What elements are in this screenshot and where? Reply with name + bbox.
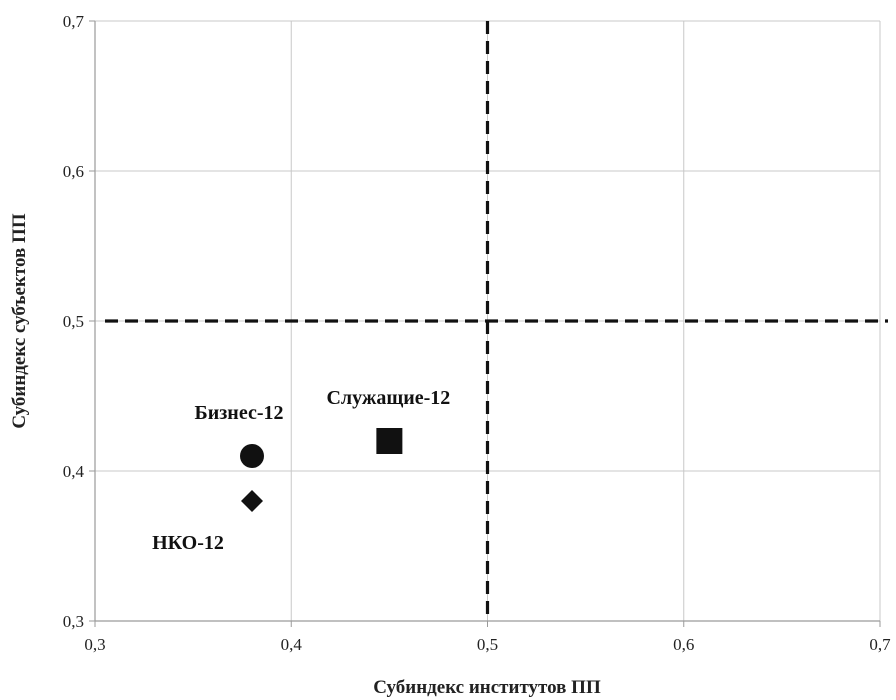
y-tick-label: 0,5 — [63, 312, 84, 331]
y-tick-label: 0,6 — [63, 162, 84, 181]
data-point-label: Бизнес-12 — [195, 402, 284, 424]
data-point-square — [376, 428, 403, 454]
data-point-label: Служащие-12 — [326, 387, 450, 409]
x-tick-label: 0,5 — [477, 635, 498, 654]
reference-lines — [105, 21, 888, 621]
y-tick-label: 0,3 — [63, 612, 84, 631]
data-point-label: НКО-12 — [152, 532, 224, 554]
x-tick-label: 0,3 — [84, 635, 105, 654]
tick-labels: 0,3 0,4 0,5 0,6 0,7 0,3 0,4 0,5 0,6 0,7 — [63, 12, 891, 654]
point-labels: Бизнес-12 НКО-12 Служащие-12 — [152, 387, 450, 554]
x-axis-title: Субиндекс институтов ПП — [373, 677, 601, 698]
plot-frame — [89, 20, 881, 627]
x-tick-label: 0,4 — [281, 635, 303, 654]
data-point-circle — [240, 444, 264, 468]
y-axis-title: Субиндекс субъектов ПП — [9, 213, 30, 428]
x-tick-label: 0,7 — [869, 635, 891, 654]
data-point-diamond — [241, 490, 263, 512]
x-tick-label: 0,6 — [673, 635, 694, 654]
y-tick-label: 0,7 — [63, 12, 85, 31]
data-points — [240, 428, 403, 512]
y-tick-label: 0,4 — [63, 462, 85, 481]
